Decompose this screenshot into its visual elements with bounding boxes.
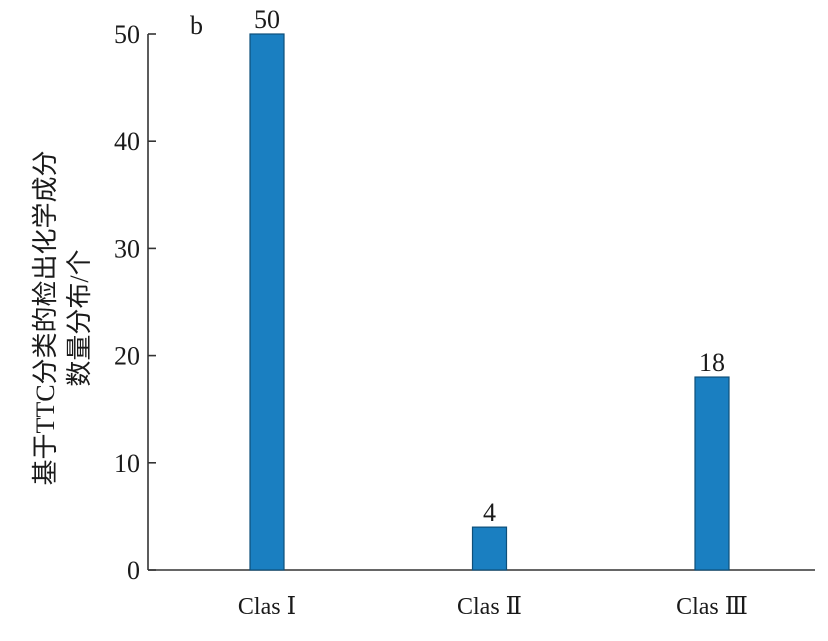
- y-axis-title-line-2: 数量分布/个: [65, 249, 94, 386]
- y-tick-label: 50: [114, 20, 140, 49]
- bar-value-label: 50: [254, 5, 280, 34]
- data-labels: 50 4 18: [254, 5, 725, 527]
- bars: [249, 33, 730, 571]
- y-ticks: 0 10 20 30 40 50: [114, 20, 156, 585]
- x-category-label: Clas Ⅰ: [238, 594, 296, 620]
- y-tick-label: 10: [114, 449, 140, 478]
- y-axis-title-line-1: 基于TTC分类的检出化学成分: [31, 150, 60, 485]
- bar-value-label: 4: [483, 498, 496, 527]
- x-category-label: Clas Ⅱ: [457, 594, 522, 620]
- bar: [249, 33, 285, 571]
- y-tick-label: 40: [114, 127, 140, 156]
- y-axis-title: 基于TTC分类的检出化学成分 数量分布/个: [31, 150, 94, 485]
- y-tick-label: 20: [114, 342, 140, 371]
- y-tick-label: 30: [114, 234, 140, 263]
- bar: [471, 526, 508, 571]
- bar: [694, 376, 730, 571]
- y-tick-label: 0: [127, 556, 140, 585]
- x-category-labels: Clas Ⅰ Clas Ⅱ Clas Ⅲ: [238, 594, 748, 620]
- bar-value-label: 18: [699, 348, 725, 377]
- x-category-label: Clas Ⅲ: [676, 594, 748, 620]
- panel-label: b: [190, 11, 203, 40]
